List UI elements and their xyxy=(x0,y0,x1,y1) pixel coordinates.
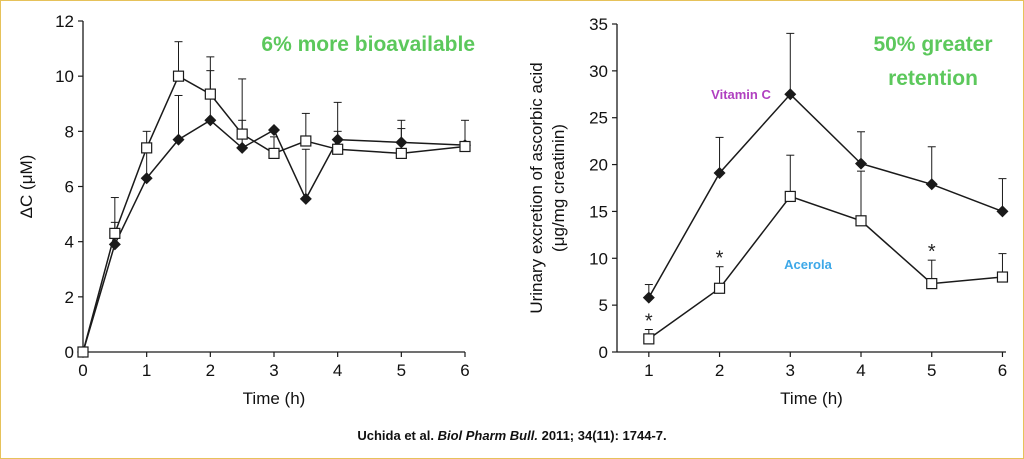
right-chart-y-tick-label: 10 xyxy=(589,249,608,268)
right-chart-y-axis-label-line2: (μg/mg creatinin) xyxy=(549,124,568,252)
citation: Uchida et al. Biol Pharm Bull. 2011; 34(… xyxy=(0,428,1024,443)
right-chart-series-squares-significance-mark: * xyxy=(716,248,724,270)
citation-journal: Biol Pharm Bull. xyxy=(437,428,538,443)
left-chart-series-diamonds-point xyxy=(236,141,249,154)
left-chart-series-squares-point xyxy=(141,142,153,154)
left-chart-series-squares-point xyxy=(77,346,89,358)
right-chart-x-tick-label: 2 xyxy=(715,361,724,380)
right-chart-series-squares-point xyxy=(643,333,655,345)
left-chart-series-squares-point xyxy=(459,140,471,153)
right-chart-y-tick-label: 15 xyxy=(589,202,608,221)
right-chart-title-line2: retention xyxy=(888,67,978,90)
left-chart-y-axis-label: ΔC (μM) xyxy=(17,155,36,219)
right-chart-series-squares-point xyxy=(713,282,726,294)
left-chart-x-tick-label: 2 xyxy=(206,361,215,380)
left-chart-x-tick-label: 4 xyxy=(333,361,342,380)
left-chart-x-tick-label: 0 xyxy=(78,361,87,380)
series-label-vitamin-c: Vitamin C xyxy=(711,87,771,102)
left-chart-series-diamonds-point xyxy=(268,123,280,136)
left-chart-y-tick-label: 6 xyxy=(65,178,74,197)
left-chart-x-axis-label: Time (h) xyxy=(243,389,306,408)
left-chart-x-tick-label: 1 xyxy=(142,361,151,380)
left-chart-y-tick-label: 4 xyxy=(65,233,74,252)
right-chart-y-tick-label: 30 xyxy=(589,62,608,81)
right-chart-series-diamonds-line xyxy=(648,93,1003,298)
left-chart-series-squares-point xyxy=(236,128,248,140)
left-chart-series-squares-point xyxy=(172,70,185,82)
left-chart-y-tick-label: 12 xyxy=(55,12,74,31)
left-chart-y-tick-label: 8 xyxy=(65,122,74,141)
citation-details: 2011; 34(11): 1744-7. xyxy=(541,428,667,443)
right-chart-series-diamonds-point xyxy=(996,205,1009,218)
left-chart-series-squares-point xyxy=(268,147,280,159)
right-chart-x-tick-label: 1 xyxy=(644,361,653,380)
left-chart-series-squares-point xyxy=(300,135,312,147)
left-chart-series-squares-point xyxy=(332,143,344,155)
right-chart-y-tick-label: 5 xyxy=(599,296,608,315)
right-chart-x-tick-label: 5 xyxy=(927,361,936,380)
left-chart-title-line1: 6% more bioavailable xyxy=(261,33,475,56)
right-chart-series-squares-point xyxy=(996,271,1009,283)
left-chart-series-diamonds-point xyxy=(204,114,217,127)
right-chart-y-axis-label-line1: Urinary excretion of ascorbic acid xyxy=(527,62,546,313)
right-chart-x-tick-label: 6 xyxy=(998,361,1007,380)
right-chart-series-squares-line xyxy=(648,195,1003,340)
right-chart-y-tick-label: 20 xyxy=(589,156,608,175)
right-chart-y-tick-label: 0 xyxy=(599,343,608,362)
left-chart-x-tick-label: 6 xyxy=(460,361,469,380)
left-chart-series-squares-point xyxy=(204,88,216,100)
left-chart-x-tick-label: 3 xyxy=(269,361,278,380)
right-chart-y-tick-label: 25 xyxy=(589,109,608,128)
left-chart-y-tick-label: 2 xyxy=(65,288,74,307)
left-chart-series-diamonds-point xyxy=(299,192,312,205)
left-chart-series-squares-point xyxy=(109,227,121,239)
series-label-acerola: Acerola xyxy=(784,257,832,272)
right-chart-title-line1: 50% greater xyxy=(873,33,992,56)
left-chart-y-tick-label: 10 xyxy=(55,67,74,86)
right-chart-x-tick-label: 4 xyxy=(856,361,865,380)
right-chart-series-diamonds-point xyxy=(642,291,655,304)
right-chart-x-tick-label: 3 xyxy=(786,361,795,380)
citation-authors: Uchida et al. xyxy=(357,428,434,443)
right-chart-series-squares-point xyxy=(855,215,867,227)
right-chart-series-diamonds-point xyxy=(713,167,726,180)
right-chart-y-tick-label: 35 xyxy=(589,15,608,34)
right-chart-series-diamonds-point xyxy=(784,88,797,101)
right-chart-series-diamonds-point xyxy=(855,157,868,170)
left-chart-series-diamonds-point xyxy=(140,172,153,185)
right-chart-series-diamonds-point xyxy=(925,178,938,191)
left-chart-series-diamonds-point xyxy=(108,238,121,251)
left-chart-y-tick-label: 0 xyxy=(65,343,74,362)
left-chart-series-diamonds-point xyxy=(172,133,185,146)
right-chart-series-squares-point xyxy=(926,277,938,290)
left-chart-series-squares-point xyxy=(395,147,407,159)
right-chart-series-squares-point xyxy=(784,190,796,203)
right-chart-x-axis-label: Time (h) xyxy=(780,389,843,408)
left-chart-x-tick-label: 5 xyxy=(397,361,406,380)
right-chart-series-squares-significance-mark: * xyxy=(645,311,653,333)
right-chart-series-squares-significance-mark: * xyxy=(928,241,936,263)
